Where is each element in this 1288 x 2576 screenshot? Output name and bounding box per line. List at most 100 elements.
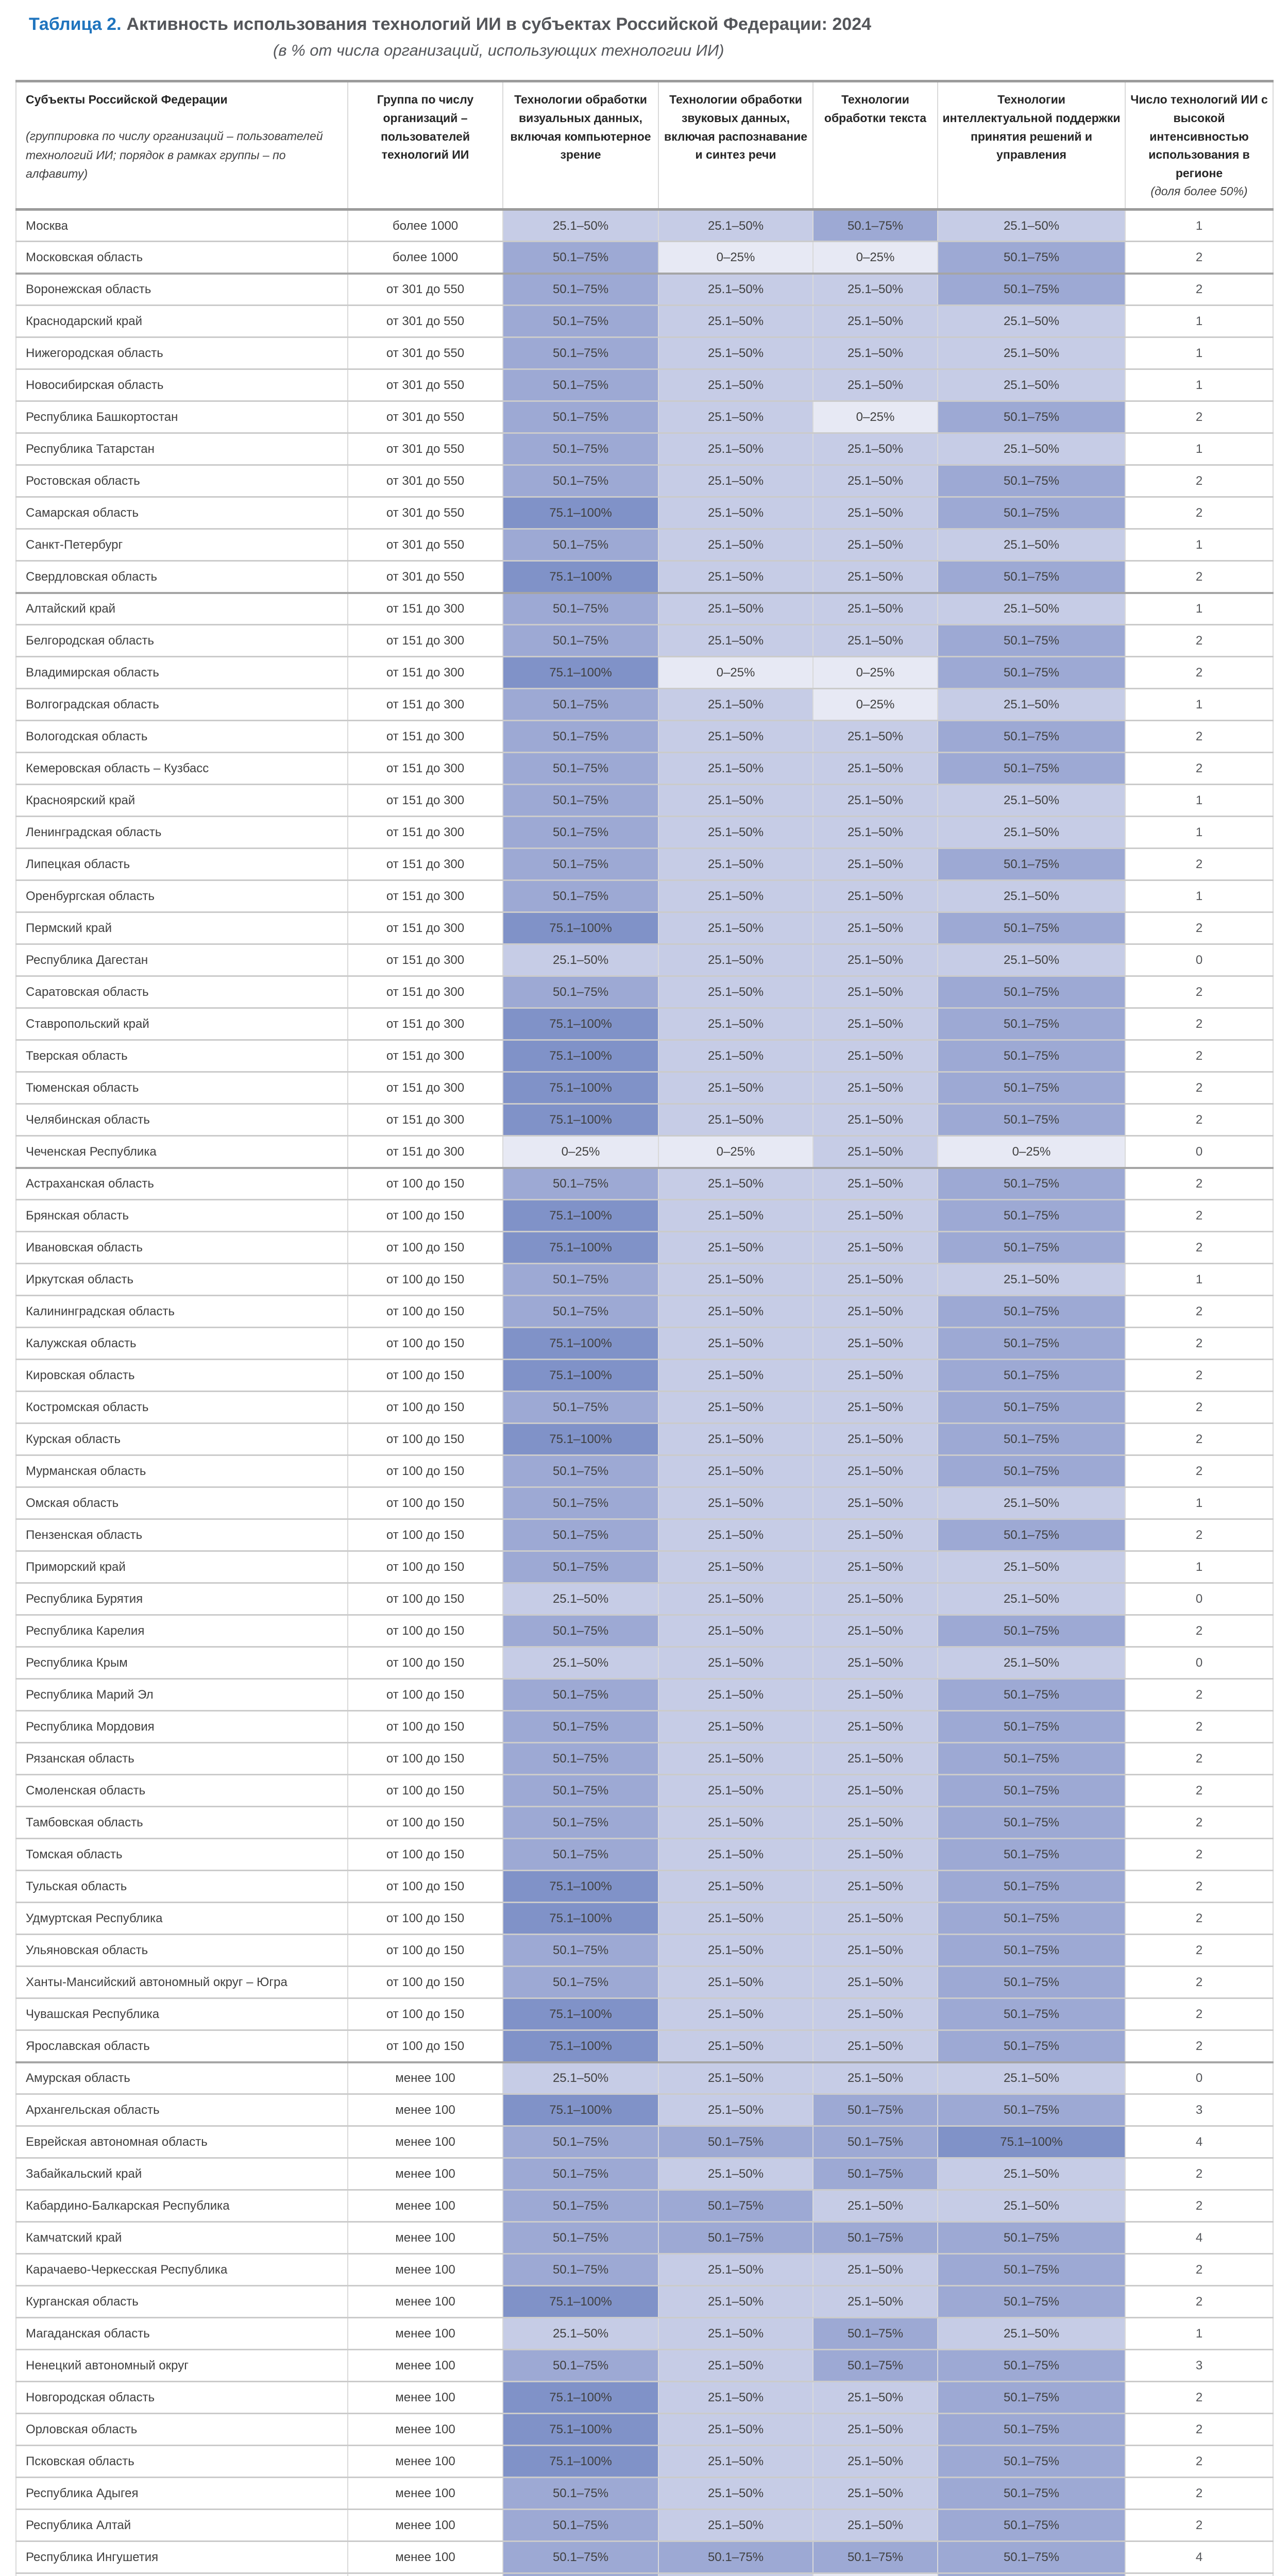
- region-cell: Краснодарский край: [15, 304, 348, 337]
- group-cell: от 100 до 150: [347, 1359, 503, 1392]
- tech-audio-cell: 0–25%: [658, 241, 814, 274]
- tech-audio-cell: 25.1–50%: [658, 1422, 814, 1455]
- tech-decision-cell: 50.1–75%: [937, 2540, 1126, 2573]
- tech-visual-cell: 0–25%: [502, 1135, 659, 1168]
- group-cell: от 100 до 150: [347, 1965, 503, 1998]
- tech-audio-cell: 25.1–50%: [658, 1103, 814, 1136]
- tech-text-cell: 25.1–50%: [812, 2381, 938, 2414]
- group-cell: от 100 до 150: [347, 1422, 503, 1455]
- column-header-tech-visual: Технологии обработки визуальных данных, …: [502, 80, 659, 211]
- tech-decision-cell: 50.1–75%: [937, 656, 1126, 689]
- count-cell: 1: [1125, 336, 1274, 369]
- tech-visual-cell: 75.1–100%: [502, 1071, 659, 1104]
- tech-visual-cell: 50.1–75%: [502, 2572, 659, 2576]
- tech-visual-cell: 75.1–100%: [502, 496, 659, 529]
- region-cell: Тамбовская область: [15, 1806, 348, 1839]
- group-cell: от 100 до 150: [347, 1838, 503, 1871]
- tech-audio-cell: 25.1–50%: [658, 2572, 814, 2576]
- table-row: Ярославская область от 100 до 150 75.1–100…: [15, 2029, 1274, 2062]
- count-cell: 2: [1125, 2285, 1274, 2318]
- tech-text-cell: 25.1–50%: [812, 848, 938, 880]
- column-header-group: Группа по числу организаций – пользовате…: [347, 80, 503, 211]
- group-cell: менее 100: [347, 2189, 503, 2222]
- count-cell: 2: [1125, 1166, 1274, 1200]
- group-cell: от 100 до 150: [347, 1774, 503, 1807]
- region-cell: Липецкая область: [15, 848, 348, 880]
- tech-text-cell: 25.1–50%: [812, 1422, 938, 1455]
- tech-decision-cell: 50.1–75%: [937, 1710, 1126, 1743]
- tech-visual-cell: 50.1–75%: [502, 591, 659, 625]
- tech-visual-cell: 50.1–75%: [502, 1774, 659, 1807]
- count-cell: 2: [1125, 1710, 1274, 1743]
- tech-text-cell: 0–25%: [812, 241, 938, 274]
- tech-audio-cell: 25.1–50%: [658, 1263, 814, 1296]
- count-cell: 2: [1125, 1806, 1274, 1839]
- tech-visual-cell: 75.1–100%: [502, 911, 659, 944]
- count-cell: 2: [1125, 1742, 1274, 1775]
- region-cell: Тюменская область: [15, 1071, 348, 1104]
- tech-audio-cell: 25.1–50%: [658, 2157, 814, 2190]
- count-cell: 2: [1125, 1039, 1274, 1072]
- tech-decision-cell: 50.1–75%: [937, 1870, 1126, 1903]
- tech-text-cell: 25.1–50%: [812, 1518, 938, 1551]
- region-cell: Ленинградская область: [15, 816, 348, 849]
- tech-decision-cell: 25.1–50%: [937, 1646, 1126, 1679]
- tech-text-cell: 25.1–50%: [812, 496, 938, 529]
- table-row: Иркутская область от 100 до 150 50.1–75% 25…: [15, 1263, 1274, 1296]
- group-cell: от 100 до 150: [347, 1263, 503, 1296]
- region-cell: Магаданская область: [15, 2317, 348, 2350]
- table-row: Астраханская область от 100 до 150 50.1–75…: [15, 1166, 1274, 1200]
- tech-decision-cell: 50.1–75%: [937, 2445, 1126, 2478]
- group-cell: от 100 до 150: [347, 1997, 503, 2030]
- tech-text-cell: 25.1–50%: [812, 2189, 938, 2222]
- table-number-label: Таблица 2.: [29, 14, 122, 34]
- region-cell: Ростовская область: [15, 464, 348, 497]
- group-cell: от 301 до 550: [347, 528, 503, 561]
- group-cell: от 301 до 550: [347, 560, 503, 593]
- table-row: Приморский край от 100 до 150 50.1–75% 25.1…: [15, 1550, 1274, 1583]
- tech-decision-cell: 50.1–75%: [937, 2285, 1126, 2318]
- region-cell: Воронежская область: [15, 272, 348, 306]
- tech-audio-cell: 25.1–50%: [658, 1997, 814, 2030]
- table-row: Кабардино-Балкарская Республика менее 100…: [15, 2189, 1274, 2222]
- region-cell: Курская область: [15, 1422, 348, 1455]
- region-cell: Архангельская область: [15, 2093, 348, 2126]
- tech-text-cell: 25.1–50%: [812, 528, 938, 561]
- tech-audio-cell: 0–25%: [658, 1135, 814, 1168]
- group-cell: от 100 до 150: [347, 1678, 503, 1711]
- group-cell: менее 100: [347, 2477, 503, 2510]
- tech-decision-cell: 50.1–75%: [937, 1454, 1126, 1487]
- region-cell: Псковская область: [15, 2445, 348, 2478]
- tech-audio-cell: 25.1–50%: [658, 496, 814, 529]
- tech-decision-cell: 50.1–75%: [937, 2572, 1126, 2576]
- group-cell: от 301 до 550: [347, 464, 503, 497]
- tech-text-cell: 25.1–50%: [812, 752, 938, 785]
- tech-audio-cell: 25.1–50%: [658, 1646, 814, 1679]
- tech-decision-cell: 50.1–75%: [937, 1391, 1126, 1423]
- tech-visual-cell: 75.1–100%: [502, 2381, 659, 2414]
- table-row: Пермский край от 151 до 300 75.1–100% 25.1–…: [15, 911, 1274, 944]
- group-cell: от 100 до 150: [347, 1742, 503, 1775]
- table-row: Тамбовская область от 100 до 150 50.1–75% 2…: [15, 1806, 1274, 1839]
- region-cell: Еврейская автономная область: [15, 2125, 348, 2158]
- table-row: Республика Алтай менее 100 50.1–75% 25.1–50…: [15, 2509, 1274, 2541]
- table-row: Республика Адыгея менее 100 50.1–75% 25.1–5…: [15, 2477, 1274, 2510]
- region-cell: Свердловская область: [15, 560, 348, 593]
- group-cell: от 100 до 150: [347, 1518, 503, 1551]
- tech-decision-cell: 50.1–75%: [937, 911, 1126, 944]
- tech-text-cell: 25.1–50%: [812, 1806, 938, 1839]
- tech-decision-cell: 25.1–50%: [937, 528, 1126, 561]
- region-cell: Удмуртская Республика: [15, 1902, 348, 1935]
- tech-decision-cell: 50.1–75%: [937, 2381, 1126, 2414]
- tech-audio-cell: 25.1–50%: [658, 1614, 814, 1647]
- table-row: Челябинская область от 151 до 300 75.1–100…: [15, 1103, 1274, 1136]
- tech-text-cell: 50.1–75%: [812, 2540, 938, 2573]
- table-row: Камчатский край менее 100 50.1–75% 50.1–75%…: [15, 2221, 1274, 2254]
- group-cell: от 151 до 300: [347, 1135, 503, 1168]
- table-row: Нижегородская область от 301 до 550 50.1–7…: [15, 336, 1274, 369]
- tech-visual-cell: 50.1–75%: [502, 2253, 659, 2286]
- tech-visual-cell: 75.1–100%: [502, 1103, 659, 1136]
- tech-visual-cell: 75.1–100%: [502, 2285, 659, 2318]
- tech-audio-cell: 25.1–50%: [658, 975, 814, 1008]
- group-cell: от 151 до 300: [347, 656, 503, 689]
